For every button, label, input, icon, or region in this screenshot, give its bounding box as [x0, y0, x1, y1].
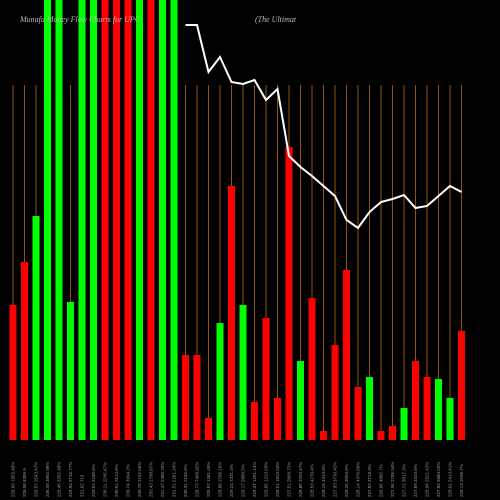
x-tick-label: 228.51 1819.53%: [275, 462, 280, 497]
x-tick-label: 227.93 3736.42%: [333, 462, 338, 497]
bar: [205, 418, 212, 440]
x-tick-label: 228.05 4082.7%: [379, 464, 384, 497]
chart-subtitle: (The Ultimat: [255, 15, 297, 24]
bar: [274, 398, 281, 440]
bar: [458, 331, 465, 440]
bar: [9, 305, 17, 440]
x-tick-label: 229.37 1251.14%: [252, 462, 257, 497]
bar: [90, 0, 97, 440]
bar: [124, 0, 132, 440]
x-tick-label: 227.69 3433.6%: [413, 464, 418, 497]
x-tick-label: 226.57 2543.47%: [34, 462, 39, 497]
x-tick-label: 231.47 2485.75%: [160, 462, 165, 497]
bar: [297, 361, 304, 440]
bar: [182, 355, 189, 440]
x-tick-label: 228.01 2413.41%: [448, 462, 453, 497]
bar: [21, 262, 28, 440]
chart-title: Munafa Money Flow Charts for UPC: [19, 15, 141, 24]
x-tick-label: 228.25 3094.5%: [344, 464, 349, 497]
bar: [44, 0, 51, 440]
bar: [377, 431, 385, 440]
x-tick-label: 233.43 2798.07%: [149, 462, 154, 497]
x-tick-label: 230.78 2742.56%: [137, 462, 142, 497]
bar: [147, 0, 155, 440]
bar: [389, 426, 396, 440]
bar: [343, 270, 350, 440]
x-tick-label: 228.45 3262.48%: [57, 462, 62, 497]
x-tick-label: 230.74 3994.2%: [126, 464, 131, 497]
x-tick-label: 230.31 2245.6%: [183, 464, 188, 497]
bar: [446, 398, 454, 440]
bar: [216, 323, 224, 440]
bar: [170, 0, 178, 440]
x-tick-label: 227.71 3817.3%: [402, 464, 407, 497]
x-tick-label: 228.04 2921.42%: [425, 462, 430, 497]
x-tick-label: 227.84 3684.22%: [436, 462, 441, 497]
x-tick-label: 229.94 3716.77%: [68, 462, 73, 497]
bar: [159, 0, 166, 440]
x-tick-label: 228.13 2596.7%: [459, 464, 464, 497]
bar: [262, 318, 270, 440]
bar: [331, 345, 339, 440]
x-tick-label: 229.24 7331.4%: [229, 464, 234, 497]
bar: [67, 302, 74, 440]
x-tick-label: 229.17 2880.5%: [241, 464, 246, 497]
x-tick-label: 228.53 4270.4%: [310, 464, 315, 497]
bar: [113, 0, 120, 440]
x-tick-label: 227.96 2785.94%: [390, 462, 395, 497]
bar: [136, 0, 143, 440]
bar: [228, 186, 235, 440]
x-tick-label: 228.16 4313.8%: [321, 464, 326, 497]
bar: [320, 431, 327, 440]
bar: [308, 298, 316, 440]
x-tick-label: 226.49 3992.96%: [45, 462, 50, 497]
bar: [354, 387, 362, 440]
x-tick-label: 230.51 2512.6%: [114, 464, 119, 497]
bar: [251, 402, 258, 440]
x-tick-label: 228.88 2706.16%: [218, 462, 223, 497]
plot-area: 229.09 1955.40% 226.08 4309.9 226.57 2543.…: [9, 0, 465, 497]
x-tick-label: 228.14 4376.89%: [356, 462, 361, 497]
bar: [412, 361, 419, 440]
x-tick-label: 228.86 3294.47%: [298, 462, 303, 497]
x-tick-label: 229.97 1361.49%: [206, 462, 211, 497]
price-line: [185, 24, 462, 230]
x-tick-label: 230.11 2245.47%: [103, 462, 108, 497]
bar: [55, 0, 63, 440]
x-tick-label: 226.08 4309.9: [22, 468, 27, 497]
bar: [366, 377, 373, 440]
x-tick-label: 228.73 7408.92%: [195, 462, 200, 497]
bar: [101, 0, 109, 440]
bar: [285, 147, 293, 440]
bar: [423, 377, 431, 440]
x-tick-label: 233.51 2180.5%: [91, 464, 96, 497]
bar: [78, 0, 86, 440]
x-tick-label: 231.51 2261.24%: [172, 462, 177, 497]
x-tick-label: 227.82 3718.3%: [367, 464, 372, 497]
bar: [435, 379, 442, 440]
bar: [32, 216, 40, 440]
bar: [193, 355, 201, 440]
x-tick-label: 227.51 2668.72%: [287, 462, 292, 497]
x-tick-label: 231.02 716: [80, 474, 85, 497]
bar: [400, 408, 408, 440]
bar: [239, 305, 247, 440]
x-tick-label: 229.09 1955.40%: [11, 462, 16, 497]
x-tick-label: 229.65 1213.93%: [264, 462, 269, 497]
